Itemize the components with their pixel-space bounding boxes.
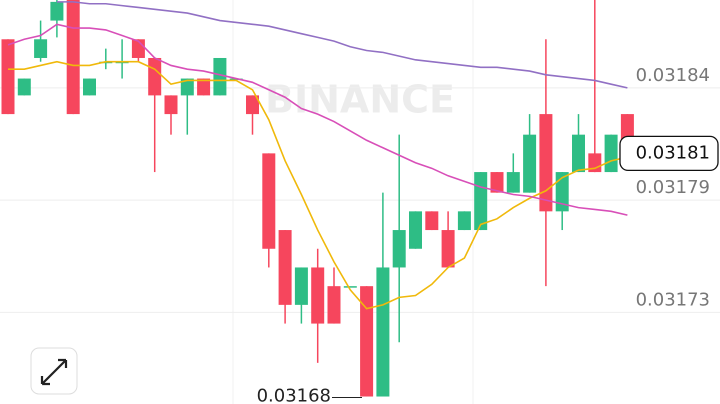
moving-average bbox=[7, 23, 628, 216]
y-tick-label: 0.03173 bbox=[636, 289, 710, 310]
candle-body bbox=[83, 78, 96, 96]
candle-body bbox=[1, 39, 15, 115]
last-price-box bbox=[619, 135, 719, 172]
candle-body bbox=[409, 211, 422, 249]
candle-body bbox=[294, 267, 308, 305]
candle-body bbox=[262, 153, 276, 249]
expand-icon[interactable] bbox=[40, 358, 68, 386]
candle-body bbox=[311, 267, 325, 324]
candle-body bbox=[474, 172, 488, 231]
expand-button[interactable] bbox=[30, 347, 78, 395]
candle-body bbox=[148, 57, 162, 96]
candle-body bbox=[17, 78, 31, 96]
candle-body bbox=[604, 134, 618, 173]
candle-body bbox=[213, 57, 227, 96]
moving-average bbox=[56, 1, 628, 89]
candle-body bbox=[50, 1, 64, 21]
candle-body bbox=[34, 39, 48, 58]
candle-body bbox=[197, 78, 211, 96]
y-tick-label: 0.03179 bbox=[636, 177, 710, 198]
candle-body bbox=[180, 78, 194, 96]
candle-body bbox=[360, 286, 374, 397]
candle-body bbox=[392, 230, 406, 268]
candle-body bbox=[523, 134, 537, 193]
candle-body bbox=[327, 286, 341, 324]
candle-body bbox=[441, 230, 455, 268]
candle-body bbox=[457, 211, 471, 231]
watermark: BINANCE bbox=[265, 78, 455, 122]
y-tick-label: 0.03184 bbox=[636, 65, 710, 86]
candle-body bbox=[164, 95, 178, 115]
candle-body bbox=[425, 211, 439, 231]
low-price-label: 0.03168 bbox=[257, 386, 331, 404]
candle-body bbox=[555, 172, 569, 212]
candle-body bbox=[66, 0, 80, 115]
last-price-label: 0.03181 bbox=[636, 142, 710, 163]
candle-body bbox=[376, 267, 390, 397]
moving-average bbox=[8, 60, 628, 310]
candle-body bbox=[572, 134, 585, 173]
candle-body bbox=[246, 95, 259, 115]
candle-body bbox=[343, 286, 357, 288]
candle-body bbox=[278, 230, 292, 305]
candle-body bbox=[490, 172, 504, 193]
candle-body bbox=[506, 172, 520, 193]
candle-body bbox=[539, 114, 553, 212]
